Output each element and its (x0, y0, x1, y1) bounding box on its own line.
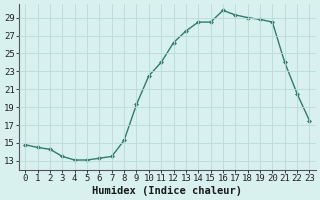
X-axis label: Humidex (Indice chaleur): Humidex (Indice chaleur) (92, 186, 242, 196)
